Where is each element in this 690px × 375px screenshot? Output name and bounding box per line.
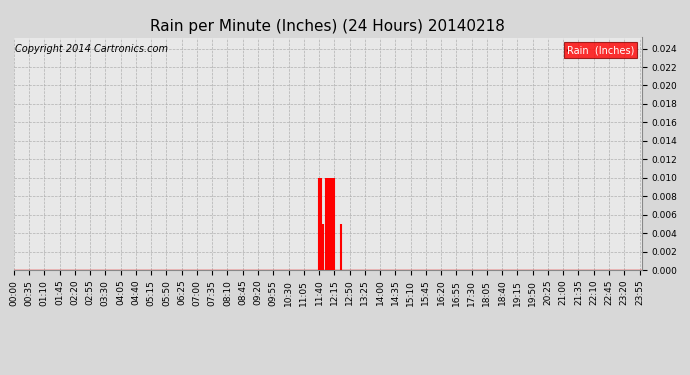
Text: Copyright 2014 Cartronics.com: Copyright 2014 Cartronics.com [15, 45, 168, 54]
Legend: Rain  (Inches): Rain (Inches) [564, 42, 637, 58]
Title: Rain per Minute (Inches) (24 Hours) 20140218: Rain per Minute (Inches) (24 Hours) 2014… [150, 18, 505, 33]
